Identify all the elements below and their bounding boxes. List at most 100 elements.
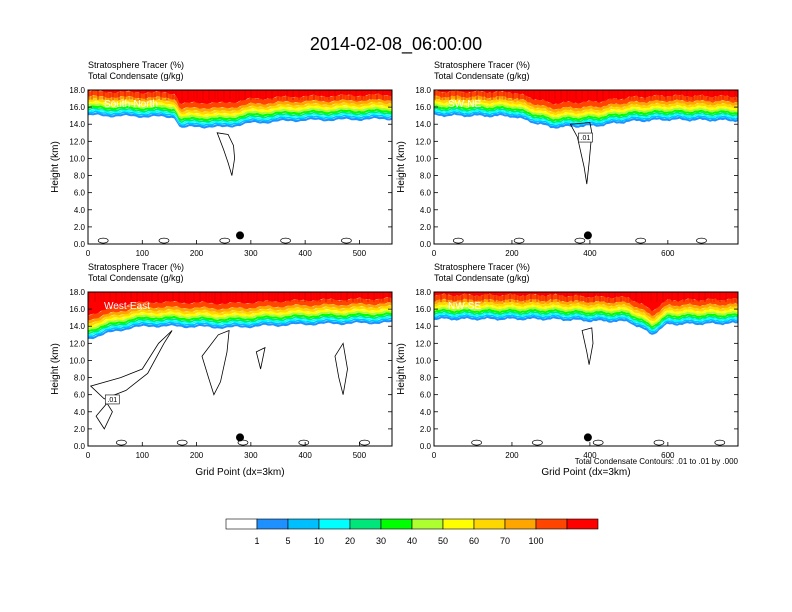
y-tick-label: 4.0 <box>420 206 432 215</box>
contour-label-box <box>578 132 593 143</box>
colorbar-label: 10 <box>314 536 324 546</box>
tracer-stripe <box>118 90 120 100</box>
low-contour <box>513 237 525 244</box>
y-tick-label: 2.0 <box>74 223 86 232</box>
tracer-stripe <box>449 292 451 302</box>
tracer-stripe <box>100 292 102 302</box>
tracer-stripe <box>488 292 490 302</box>
tracer-stripe <box>244 90 246 100</box>
tracer-band-6 <box>434 306 738 327</box>
low-contour <box>116 439 127 446</box>
x-axis-label: Grid Point (dx=3km) <box>195 467 284 478</box>
tracer-band-2 <box>434 110 738 127</box>
tracer-stripe <box>596 292 598 302</box>
tracer-stripe <box>370 90 372 100</box>
tracer-band-8 <box>434 301 738 321</box>
tracer-stripe <box>560 292 562 302</box>
tracer-stripe <box>358 90 360 100</box>
tracer-stripe <box>530 292 532 302</box>
tracer-stripe <box>542 90 544 100</box>
tracer-stripe <box>674 292 676 302</box>
low-contour <box>158 237 170 244</box>
location-marker <box>583 231 592 240</box>
tracer-stripe <box>208 292 210 302</box>
tracer-stripe <box>650 292 652 302</box>
tracer-stripe <box>283 292 285 302</box>
colorbar-label: 70 <box>500 536 510 546</box>
tracer-stripe <box>578 292 580 302</box>
tracer-stripe <box>115 292 117 302</box>
tracer-field <box>88 90 392 244</box>
tracer-band-8 <box>88 98 392 115</box>
y-tick-label: 18.0 <box>415 288 431 297</box>
tracer-stripe <box>548 90 550 100</box>
tracer-stripe <box>250 90 252 100</box>
tracer-stripe <box>482 90 484 100</box>
x-axis-label: Grid Point (dx=3km) <box>541 467 630 478</box>
tracer-stripe <box>572 90 574 100</box>
tracer-stripe <box>554 90 556 100</box>
tracer-stripe <box>599 90 601 100</box>
colorbar-swatch <box>256 518 289 530</box>
colorbar-swatch <box>225 518 258 530</box>
tracer-stripe <box>274 90 276 100</box>
tracer-stripe <box>139 90 141 100</box>
tracer-stripe <box>698 90 700 100</box>
tracer-stripe <box>689 90 691 100</box>
tracer-stripe <box>175 90 177 100</box>
low-contour <box>452 237 464 244</box>
tracer-stripe <box>683 90 685 100</box>
tracer-stripe <box>551 292 553 302</box>
tracer-stripe <box>734 90 736 100</box>
tracer-stripe <box>575 90 577 100</box>
tracer-band-3 <box>88 108 392 125</box>
tracer-stripe <box>349 90 351 100</box>
tracer-band-5 <box>434 308 738 329</box>
tracer-stripe <box>515 292 517 302</box>
tracer-stripe <box>467 90 469 100</box>
tracer-stripe <box>298 90 300 100</box>
panel-south-north: South-North Stratosphere Tracer (%)Total … <box>50 60 393 258</box>
tracer-stripe <box>563 90 565 100</box>
tracer-stripe <box>548 292 550 302</box>
tracer-stripe <box>551 90 553 100</box>
tracer-stripe <box>331 90 333 100</box>
tracer-stripe <box>139 292 141 302</box>
tracer-stripe <box>590 90 592 100</box>
tracer-stripe <box>136 90 138 100</box>
tracer-stripe <box>461 292 463 302</box>
tracer-stripe <box>94 292 96 302</box>
low-contour <box>280 237 291 244</box>
x-tick-label: 400 <box>298 249 312 258</box>
tracer-stripe <box>148 292 150 302</box>
tracer-stripe <box>545 90 547 100</box>
tracer-stripe <box>181 90 183 100</box>
tracer-stripe <box>385 292 387 302</box>
tracer-stripe <box>560 90 562 100</box>
low-contour <box>237 439 249 446</box>
colorbar-swatch <box>411 518 444 530</box>
tracer-stripe <box>587 292 589 302</box>
colorbar-swatch <box>473 518 506 530</box>
tracer-stripe <box>584 292 586 302</box>
plot-frame <box>87 291 393 447</box>
colorbar-label: 60 <box>469 536 479 546</box>
tracer-stripe <box>241 90 243 100</box>
tracer-stripe <box>494 292 496 302</box>
tracer-stripe <box>349 292 351 302</box>
x-tick-label: 300 <box>244 451 258 460</box>
tracer-stripe <box>262 292 264 302</box>
tracer-stripe <box>310 292 312 302</box>
tracer-stripe <box>725 90 727 100</box>
tracer-stripe <box>521 292 523 302</box>
colorbar-label: 1 <box>254 536 259 546</box>
tracer-stripe <box>376 90 378 100</box>
tracer-stripe <box>614 292 616 302</box>
tracer-stripe <box>623 90 625 100</box>
tracer-stripe <box>202 292 204 302</box>
tracer-band-5 <box>88 105 392 122</box>
y-tick-label: 18.0 <box>69 288 85 297</box>
tracer-stripe <box>322 292 324 302</box>
tracer-stripe <box>271 292 273 302</box>
tracer-stripe <box>196 292 198 302</box>
